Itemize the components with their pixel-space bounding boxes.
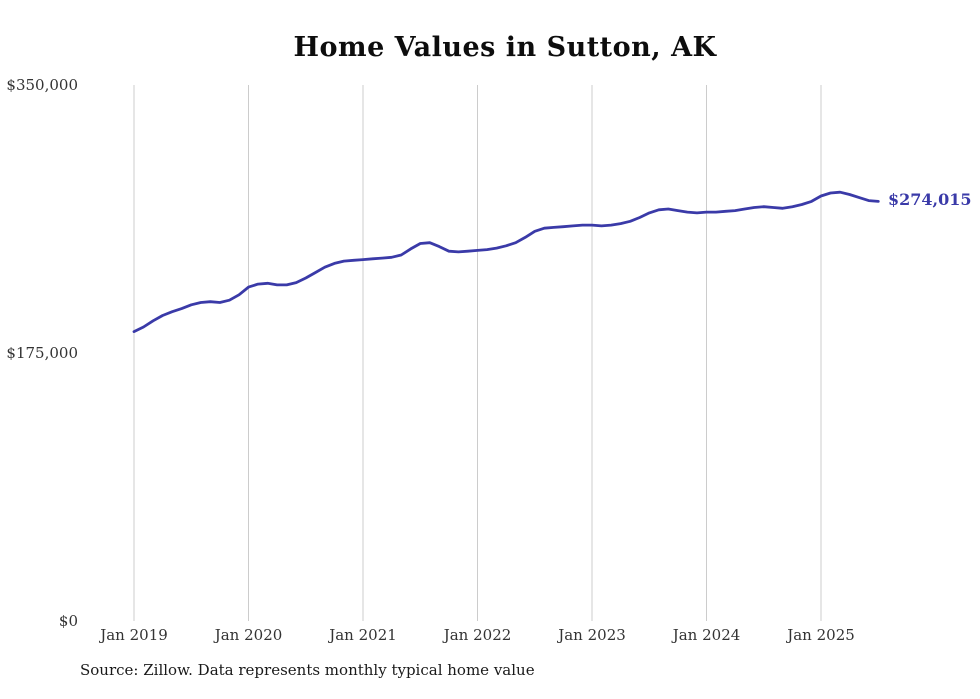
x-axis-tick-label: Jan 2019	[100, 626, 168, 644]
x-axis-tick-label: Jan 2021	[329, 626, 397, 644]
y-axis-tick-label: $175,000	[6, 344, 78, 362]
y-axis-tick-label: $350,000	[6, 76, 78, 94]
x-axis-tick-label: Jan 2023	[558, 626, 626, 644]
chart-title: Home Values in Sutton, AK	[293, 32, 717, 63]
x-axis-tick-label: Jan 2025	[787, 626, 855, 644]
x-axis-tick-label: Jan 2022	[443, 626, 512, 644]
x-axis-tick-label: Jan 2024	[672, 626, 741, 644]
y-axis-tick-label: $0	[58, 612, 78, 630]
x-axis-tick-label: Jan 2020	[214, 626, 283, 644]
source-note: Source: Zillow. Data represents monthly …	[80, 661, 535, 679]
end-value-label: $274,015	[888, 190, 972, 210]
value-line	[132, 190, 880, 334]
